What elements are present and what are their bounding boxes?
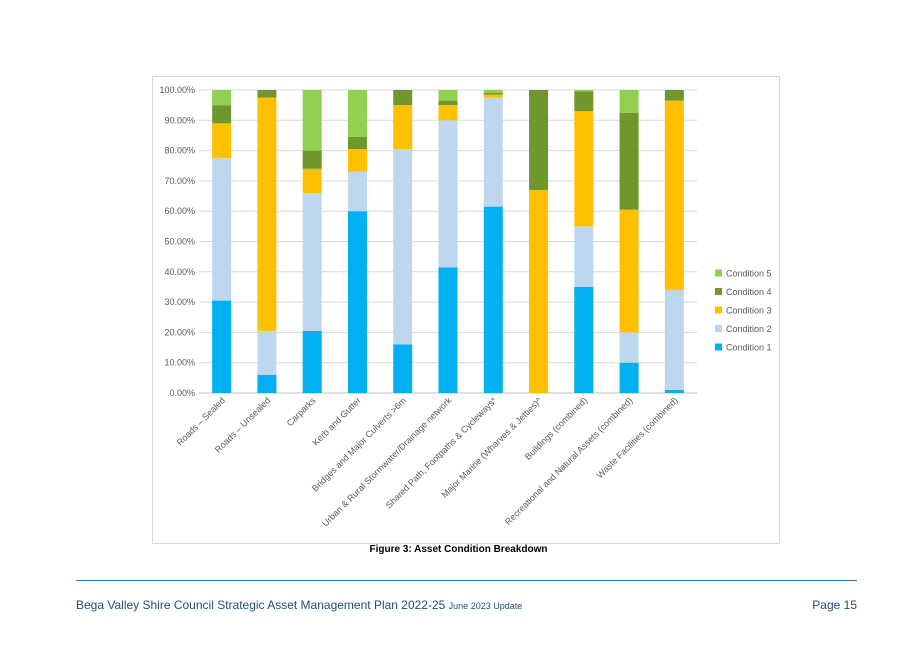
x-tick-label: Roads – Sealed: [175, 395, 227, 447]
y-tick-label: 90.00%: [164, 115, 195, 125]
x-tick-label: Waste Facilities (combined): [595, 395, 680, 480]
legend-label: Condition 1: [726, 343, 772, 353]
y-tick-label: 50.00%: [164, 237, 195, 247]
bar-segment-condition-2: [212, 158, 232, 301]
bar-segment-condition-2: [619, 332, 639, 363]
bar-segment-condition-2: [664, 289, 684, 390]
y-tick-label: 0.00%: [169, 388, 195, 398]
bar-segment-condition-4: [664, 90, 684, 101]
bar-segment-condition-2: [574, 226, 594, 287]
y-tick-label: 80.00%: [164, 146, 195, 156]
y-tick-label: 20.00%: [164, 327, 195, 337]
bar-segment-condition-3: [212, 123, 232, 159]
bar-segment-condition-4: [212, 105, 232, 124]
footer-document-title: Bega Valley Shire Council Strategic Asse…: [76, 598, 522, 612]
bar-segment-condition-2: [483, 97, 503, 207]
bar-segment-condition-3: [574, 111, 594, 227]
bar-segment-condition-5: [347, 90, 367, 137]
bar-segment-condition-5: [302, 90, 322, 151]
bar-segment-condition-4: [302, 150, 322, 169]
bar-segment-condition-3: [483, 94, 503, 98]
bar-segment-condition-4: [619, 112, 639, 210]
legend-label: Condition 4: [726, 287, 772, 297]
bar-segment-condition-2: [393, 149, 413, 345]
bar-segment-condition-3: [257, 97, 277, 331]
bar-segment-condition-4: [483, 93, 503, 95]
x-tick-label: Major Marine (Wharves & Jetties)^: [439, 395, 544, 500]
legend-swatch: [715, 343, 722, 351]
bar-segment-condition-1: [619, 362, 639, 393]
legend-label: Condition 3: [726, 306, 772, 316]
stacked-bar-chart: 0.00% 10.00% 20.00% 30.00% 40.00% 50.00% 60.00…: [159, 85, 772, 529]
y-tick-label: 70.00%: [164, 176, 195, 186]
chart-frame: 0.00% 10.00% 20.00% 30.00% 40.00% 50.00% 60.00…: [152, 76, 780, 544]
y-tick-label: 10.00%: [164, 358, 195, 368]
footer-title: Bega Valley Shire Council Strategic Asse…: [76, 598, 446, 612]
legend-swatch: [715, 288, 722, 295]
bar-segment-condition-1: [347, 211, 367, 393]
bar-segment-condition-4: [257, 90, 277, 98]
footer-page-number: Page 15: [812, 598, 857, 612]
figure-caption: Figure 3: Asset Condition Breakdown: [369, 544, 548, 555]
bar-segment-condition-1: [483, 206, 503, 393]
bar-segment-condition-3: [302, 168, 322, 194]
bar-segment-condition-1: [574, 286, 594, 393]
legend-swatch: [715, 306, 722, 314]
bar-segment-condition-1: [257, 374, 277, 393]
y-tick-label: 60.00%: [164, 206, 195, 216]
bar-segment-condition-4: [438, 100, 458, 106]
bar-segment-condition-3: [619, 209, 639, 333]
bar-segment-condition-3: [393, 105, 413, 150]
legend-label: Condition 5: [726, 269, 772, 279]
y-tick-label: 30.00%: [164, 297, 195, 307]
legend-label: Condition 2: [726, 324, 772, 334]
bar-segment-condition-4: [347, 136, 367, 150]
x-tick-label: Bridges and Major Culverts >6m: [310, 395, 408, 493]
bar-segment-condition-5: [483, 90, 503, 94]
bar-segment-condition-2: [438, 120, 458, 268]
bar-segment-condition-1: [438, 267, 458, 393]
bar-segment-condition-2: [347, 171, 367, 212]
bar-segment-condition-5: [438, 90, 458, 101]
bar-segment-condition-3: [529, 189, 549, 393]
bar-segment-condition-3: [347, 149, 367, 172]
bar-segment-condition-4: [574, 91, 594, 112]
bar-segment-condition-1: [393, 344, 413, 393]
legend-swatch: [715, 325, 722, 332]
bar-segment-condition-2: [302, 193, 322, 331]
bar-segment-condition-4: [393, 90, 413, 106]
legend-swatch: [715, 269, 722, 277]
bar-segment-condition-1: [302, 330, 322, 393]
x-tick-label: Kerb and Gutter: [311, 395, 363, 447]
bar-segment-condition-5: [574, 90, 594, 92]
footer-update: June 2023 Update: [448, 601, 523, 611]
bar-segment-condition-2: [257, 330, 277, 375]
bar-segment-condition-5: [619, 90, 639, 113]
y-tick-label: 40.00%: [164, 267, 195, 277]
bar-segment-condition-5: [212, 90, 232, 106]
bar-segment-condition-1: [212, 300, 232, 393]
y-tick-label: 100.00%: [159, 85, 195, 95]
footer-divider: [76, 580, 857, 581]
x-tick-label: Carparks: [285, 395, 318, 428]
bar-segment-condition-4: [529, 90, 549, 190]
bar-segment-condition-1: [664, 389, 684, 393]
bar-segment-condition-3: [438, 105, 458, 121]
bar-segment-condition-3: [664, 100, 684, 290]
